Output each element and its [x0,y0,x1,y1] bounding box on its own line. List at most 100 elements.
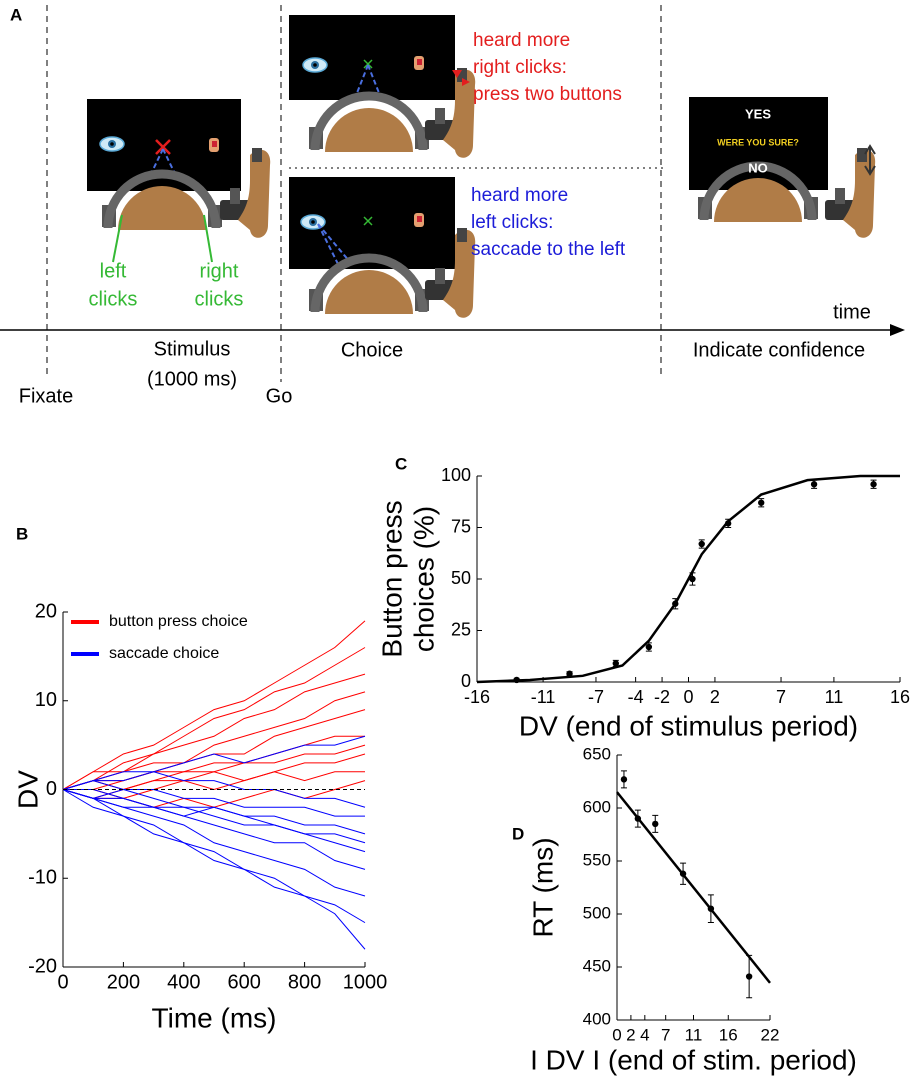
x-axis-label: Time (ms) [152,1002,277,1033]
data-point [652,820,659,828]
x-tick-label: 16 [890,687,910,707]
screen-text: WERE YOU SURE? [717,137,799,147]
y-tick-label: 400 [583,1009,611,1028]
y-tick-label: 550 [583,850,611,869]
hand-icon [414,56,424,70]
panel-label: A [10,5,22,24]
walk-line [62,789,366,924]
x-tick-label: 800 [288,971,321,993]
data-point [672,600,679,607]
fit-line [616,791,771,984]
walk-line [62,647,366,790]
y-axis-label: RT (ms) [527,837,558,937]
x-tick-label: -4 [628,687,644,707]
y-tick-label: -10 [28,867,57,889]
x-tick-label: 11 [685,1025,703,1044]
x-tick-label: 600 [228,971,261,993]
pointer [203,214,213,263]
x-tick-label: 2 [626,1025,635,1044]
x-tick-label: 4 [640,1025,649,1044]
walk-line [62,789,366,897]
y-tick-label: 650 [583,744,611,763]
walk-line [63,789,366,853]
walk-line [63,735,365,790]
y-tick-label: 0 [46,778,57,800]
screen [689,97,828,190]
screen-text: YES [745,106,771,121]
data-point [698,540,705,548]
data-point [620,776,628,783]
y-tick-label: 100 [441,465,471,485]
x-axis-label: I DV I (end of stim. period) [530,1044,857,1075]
walk-line [62,780,365,817]
x-tick-label: 1000 [343,971,388,993]
data-point [745,973,753,980]
phase-label: Choice [341,339,403,361]
y-tick-label: 0 [461,671,471,691]
panel-label: D [512,824,524,843]
arrowhead [890,324,905,336]
hand-icon [414,213,424,227]
choice-text: left clicks: [471,212,553,233]
y-axis-label: DV [12,770,43,809]
click-label: left [100,260,127,282]
walk-line [62,789,366,870]
fit-line [476,474,900,684]
x-tick-label: -16 [464,687,490,707]
gaze-line [147,64,382,269]
data-point [810,481,818,488]
x-tick-label: 11 [825,687,844,707]
data-point [612,660,619,667]
y-tick-label: 25 [451,619,471,639]
choice-text: heard more [471,185,568,206]
phase-label: Stimulus [154,338,231,360]
time-label: time [833,301,871,323]
choice-text: saccade to the left [471,239,626,260]
data-point [513,676,520,684]
data-point [758,499,765,506]
walk-line [62,735,366,790]
x-tick-label: 0 [612,1025,621,1044]
x-tick-label: -7 [588,687,604,707]
panel-a: A YES WERE YOU SURE? NO [0,5,905,407]
data-point [707,905,715,912]
legend-label: saccade choice [109,645,219,662]
x-tick-label: 2 [710,687,720,707]
pointer [112,214,123,263]
x-tick-label: 0 [57,971,68,993]
x-tick-label: 7 [776,687,786,707]
walk-line [62,673,366,790]
data-point [689,575,696,583]
y-axis-label: choices (%) [408,506,439,652]
y-tick-label: 600 [583,797,611,816]
hand [825,148,876,238]
data-point [566,670,573,677]
walk-line [62,744,366,791]
walk-line [62,771,366,808]
y-axis-label: Button press [376,500,407,657]
head [309,96,429,152]
x-tick-label: 7 [661,1025,670,1044]
choice-text: heard more [473,30,570,51]
data-point [870,481,877,488]
choice-text: press two buttons [473,84,622,105]
y-tick-label: 75 [451,516,471,536]
y-tick-label: -20 [28,955,57,977]
y-tick-label: 10 [35,689,57,711]
x-tick-label: 16 [719,1025,738,1044]
hand-icon [209,138,219,152]
screen-text: NO [748,160,768,175]
fixation-cross [155,139,171,155]
x-axis-label: DV (end of stimulus period) [519,710,858,741]
x-tick-label: 22 [761,1025,780,1044]
x-tick-label: 200 [107,971,140,993]
data-point [645,643,653,651]
x-tick-label: 400 [167,971,200,993]
data-point [679,870,687,877]
phase-label: (1000 ms) [147,368,237,390]
event-label: Go [266,385,293,407]
event-label: Fixate [19,385,73,407]
eye-icon [302,57,328,73]
y-tick-label: 50 [451,568,471,588]
